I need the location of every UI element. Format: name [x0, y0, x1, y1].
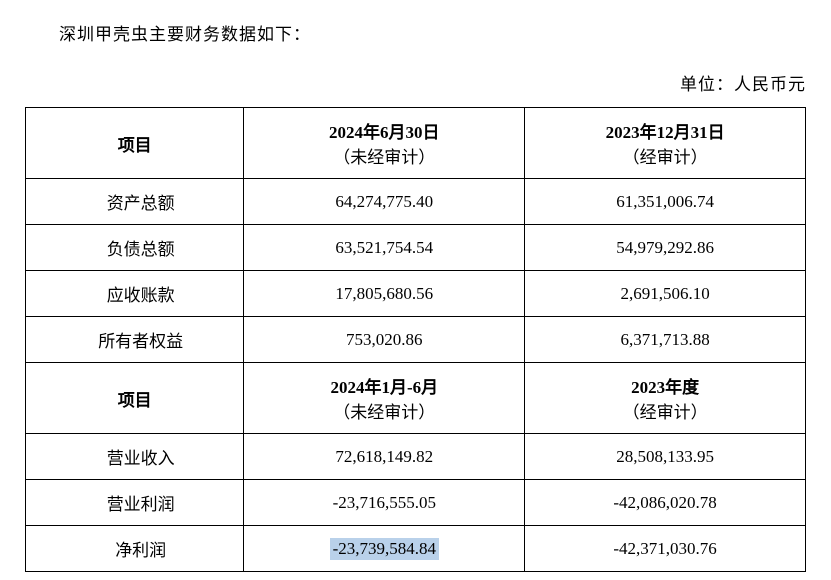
row-v1: -23,716,555.05: [244, 480, 525, 526]
intro-text: 深圳甲壳虫主要财务数据如下：: [25, 20, 806, 45]
header1-col1: 2024年6月30日 （未经审计）: [244, 108, 525, 179]
header1-col1-line2: （未经审计）: [252, 143, 516, 168]
row-label: 资产总额: [26, 179, 244, 225]
row-v2: 61,351,006.74: [525, 179, 806, 225]
table-header-row-2: 项目 2024年1月-6月 （未经审计） 2023年度 （经审计）: [26, 363, 806, 434]
row-v1: 72,618,149.82: [244, 434, 525, 480]
row-v1: 17,805,680.56: [244, 271, 525, 317]
header2-col2-line1: 2023年度: [631, 378, 699, 397]
row-label: 所有者权益: [26, 317, 244, 363]
table-row: 所有者权益 753,020.86 6,371,713.88: [26, 317, 806, 363]
unit-text: 单位：人民币元: [25, 70, 806, 95]
row-v2: 54,979,292.86: [525, 225, 806, 271]
header1-col2: 2023年12月31日 （经审计）: [525, 108, 806, 179]
row-v1-highlighted: -23,739,584.84: [244, 526, 525, 572]
header2-col1-line2: （未经审计）: [252, 398, 516, 423]
row-v2: 6,371,713.88: [525, 317, 806, 363]
financial-data-table: 项目 2024年6月30日 （未经审计） 2023年12月31日 （经审计） 资…: [25, 107, 806, 572]
row-v1: 64,274,775.40: [244, 179, 525, 225]
table-header-row-1: 项目 2024年6月30日 （未经审计） 2023年12月31日 （经审计）: [26, 108, 806, 179]
row-label: 负债总额: [26, 225, 244, 271]
table-row: 应收账款 17,805,680.56 2,691,506.10: [26, 271, 806, 317]
row-v2: -42,371,030.76: [525, 526, 806, 572]
header2-col2-line2: （经审计）: [533, 398, 797, 423]
table-row: 净利润 -23,739,584.84 -42,371,030.76: [26, 526, 806, 572]
header2-col2: 2023年度 （经审计）: [525, 363, 806, 434]
row-v2: 2,691,506.10: [525, 271, 806, 317]
table-row: 营业收入 72,618,149.82 28,508,133.95: [26, 434, 806, 480]
table-row: 营业利润 -23,716,555.05 -42,086,020.78: [26, 480, 806, 526]
row-v2: -42,086,020.78: [525, 480, 806, 526]
header1-col2-line1: 2023年12月31日: [606, 123, 725, 142]
header1-col2-line2: （经审计）: [533, 143, 797, 168]
row-v2: 28,508,133.95: [525, 434, 806, 480]
row-label: 营业利润: [26, 480, 244, 526]
row-label: 应收账款: [26, 271, 244, 317]
row-label: 净利润: [26, 526, 244, 572]
header2-col1: 2024年1月-6月 （未经审计）: [244, 363, 525, 434]
header1-col1-line1: 2024年6月30日: [329, 123, 440, 142]
header2-col1-line1: 2024年1月-6月: [330, 378, 438, 397]
row-label: 营业收入: [26, 434, 244, 480]
row-v1: 63,521,754.54: [244, 225, 525, 271]
row-v1: 753,020.86: [244, 317, 525, 363]
header2-label: 项目: [26, 363, 244, 434]
highlighted-value: -23,739,584.84: [330, 538, 439, 560]
header1-label: 项目: [26, 108, 244, 179]
table-row: 资产总额 64,274,775.40 61,351,006.74: [26, 179, 806, 225]
table-row: 负债总额 63,521,754.54 54,979,292.86: [26, 225, 806, 271]
